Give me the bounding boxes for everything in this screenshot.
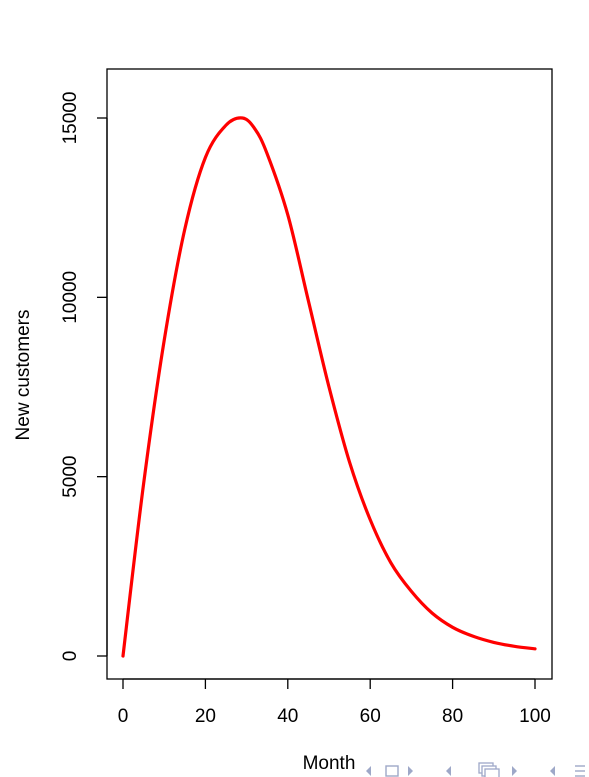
triangle-right-icon[interactable]: [408, 766, 413, 776]
square-icon[interactable]: [385, 765, 399, 777]
y-axis: 0 5000 10000 15000: [60, 92, 108, 662]
x-tick-label: 60: [360, 706, 381, 727]
y-tick-label: 0: [60, 651, 81, 662]
series-line-0: [121, 116, 537, 658]
stacked-frames-icon[interactable]: [478, 762, 500, 777]
y-axis-title: New customers: [13, 310, 34, 441]
triangle-left-icon[interactable]: [550, 766, 555, 776]
triangle-left-icon[interactable]: [366, 766, 371, 776]
slide-navigation[interactable]: [366, 762, 585, 777]
triangle-right-icon[interactable]: [512, 766, 517, 776]
x-axis: 0 20 40 60 80 100: [118, 678, 551, 727]
y-tick-label: 15000: [60, 92, 81, 145]
equiv-icon[interactable]: [575, 765, 585, 777]
x-axis-title: Month: [303, 753, 356, 774]
x-tick-label: 100: [519, 706, 551, 727]
triangle-left-icon[interactable]: [446, 766, 451, 776]
x-tick-label: 0: [118, 706, 129, 727]
x-tick-label: 40: [277, 706, 298, 727]
x-tick-label: 80: [442, 706, 463, 727]
x-tick-label: 20: [195, 706, 216, 727]
y-tick-label: 10000: [60, 271, 81, 324]
plot-frame: [106, 68, 553, 680]
y-tick-label: 5000: [60, 456, 81, 498]
series-layer: [121, 116, 537, 658]
